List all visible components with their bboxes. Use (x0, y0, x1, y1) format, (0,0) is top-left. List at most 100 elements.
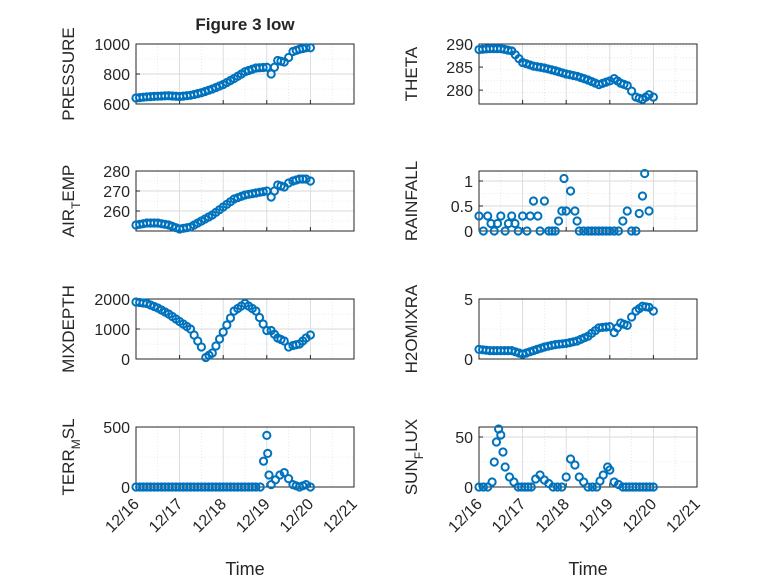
data-point (648, 306, 659, 316)
data-point (561, 206, 571, 216)
y-tick-label: 5 (464, 292, 473, 309)
data-point (613, 226, 624, 236)
data-point (489, 226, 499, 236)
x-tick-label: 12/18 (190, 496, 230, 536)
data-point (222, 320, 232, 330)
data-point (284, 474, 294, 484)
data-point (634, 208, 644, 219)
data-point (640, 168, 650, 179)
y-tick-label: 500 (103, 420, 130, 437)
y-tick-label: 270 (103, 184, 130, 201)
subplot-terr: 0 500 TERRMSL (59, 418, 355, 497)
data-point (565, 454, 576, 464)
y-tick-label: 0 (121, 480, 130, 497)
subplot-mixdepth: 0 1000 2000 MIXDEPTH (59, 285, 355, 373)
y-axis-label: MIXDEPTH (59, 285, 78, 373)
data-point (528, 196, 539, 206)
y-tick-label: 1000 (94, 37, 130, 54)
data-point (627, 312, 637, 322)
data-point (648, 482, 659, 492)
data-point (284, 52, 294, 63)
y-tick-label: 2000 (94, 292, 130, 309)
data-point (627, 226, 637, 236)
data-point (637, 191, 648, 201)
data-point (279, 336, 289, 346)
data-point (491, 437, 502, 447)
figure-title: Figure 3 low (195, 15, 295, 34)
data-point (601, 322, 611, 332)
data-point (522, 226, 532, 236)
axes-box (135, 170, 355, 232)
data-point (645, 482, 655, 492)
data-point (631, 226, 641, 236)
data-point (258, 187, 268, 197)
y-tick-label: 280 (103, 164, 130, 181)
data-point (305, 482, 315, 492)
y-tick-label: 50 (455, 430, 473, 447)
data-point (622, 80, 632, 91)
data-point (503, 45, 513, 55)
data-point (211, 341, 221, 351)
data-point (254, 312, 265, 323)
data-point (474, 482, 484, 492)
y-axis-label: RAINFALL (402, 161, 421, 241)
y-axis-label: H2OMIXRA (402, 284, 421, 373)
y-tick-label: 290 (446, 37, 473, 54)
data-point (561, 472, 571, 482)
data-point (264, 470, 274, 480)
data-series (131, 297, 315, 363)
data-point (251, 482, 261, 492)
subplot-sun: 0 50 SUNFLUX (402, 419, 698, 497)
data-series (474, 44, 659, 104)
data-point (513, 226, 523, 236)
x-tick-label: 12/17 (489, 496, 529, 536)
data-point (284, 342, 294, 352)
data-point (622, 206, 632, 216)
data-point (533, 211, 543, 221)
data-point (548, 482, 558, 492)
x-tick-label: 12/19 (233, 496, 273, 536)
data-point (255, 482, 265, 492)
data-point (565, 186, 576, 196)
x-tick-label: 12/21 (320, 496, 360, 536)
y-axis-label: THETA (402, 46, 421, 101)
y-tick-label: 285 (446, 60, 473, 77)
data-point (258, 319, 268, 329)
data-point (644, 206, 654, 216)
y-tick-label: 0 (464, 224, 473, 241)
data-point (218, 327, 228, 337)
data-point (539, 196, 550, 206)
data-point (284, 178, 294, 188)
data-point (605, 465, 615, 475)
subplot-air: 260 270 280 AIRTEMP (59, 164, 355, 237)
data-point (583, 482, 593, 492)
data-point (478, 482, 488, 492)
data-series (474, 301, 659, 359)
data-point (279, 468, 289, 478)
data-point (500, 226, 510, 236)
data-point (559, 173, 569, 184)
data-point (510, 218, 520, 229)
x-tick-label: 12/20 (277, 496, 317, 536)
data-point (496, 211, 506, 221)
y-tick-label: 260 (103, 204, 130, 221)
data-point (574, 226, 584, 236)
data-point (474, 211, 484, 221)
subplot-pressure: 600 800 1000 PRESSURE (59, 27, 355, 121)
x-tick-label: 12/17 (146, 496, 186, 536)
axes-box (478, 298, 698, 360)
data-point (305, 176, 315, 186)
data-point (570, 206, 580, 216)
data-series (131, 174, 315, 234)
x-tick-label: 12/16 (445, 496, 485, 536)
data-point (301, 174, 311, 184)
axes-box (478, 43, 698, 105)
data-point (627, 86, 637, 96)
y-tick-label: 1 (464, 174, 473, 191)
data-point (550, 226, 560, 236)
x-axis-label-right: Time (568, 559, 607, 579)
data-point (258, 62, 268, 73)
y-tick-label: 0 (121, 352, 130, 369)
data-point (553, 216, 564, 226)
